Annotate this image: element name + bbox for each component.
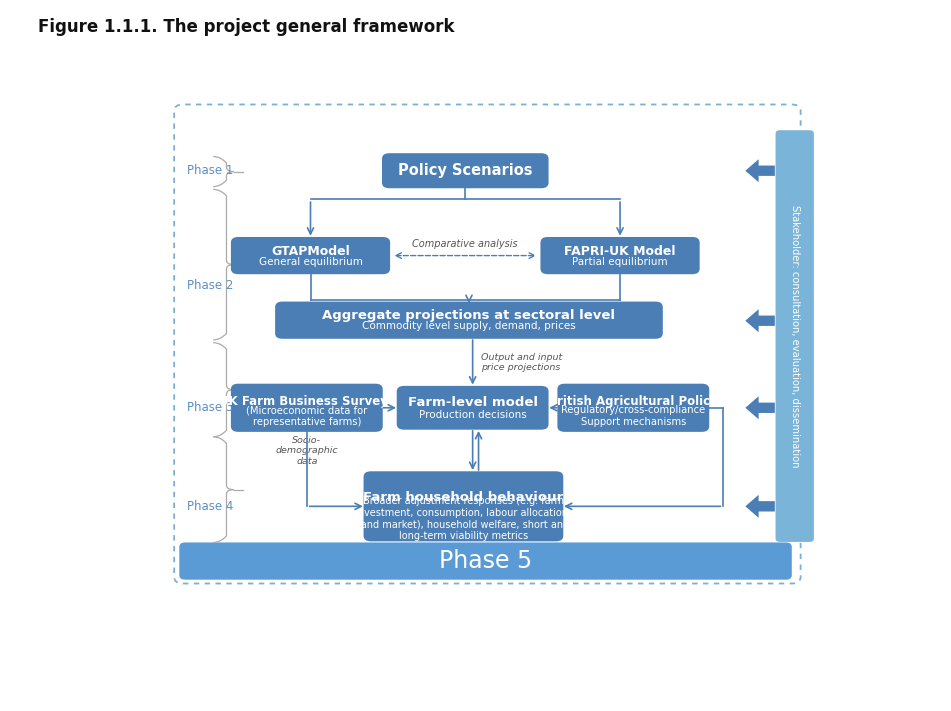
Polygon shape <box>746 396 775 419</box>
FancyBboxPatch shape <box>776 130 814 542</box>
Text: Production decisions: Production decisions <box>418 410 527 420</box>
Text: Socio-
demographic
data: Socio- demographic data <box>276 436 339 466</box>
FancyBboxPatch shape <box>231 384 382 432</box>
FancyBboxPatch shape <box>363 471 563 541</box>
FancyBboxPatch shape <box>382 153 549 188</box>
Text: Partial equilibrium: Partial equilibrium <box>573 257 668 267</box>
Text: Figure 1.1.1. The project general framework: Figure 1.1.1. The project general framew… <box>38 18 455 36</box>
FancyBboxPatch shape <box>275 301 663 339</box>
FancyBboxPatch shape <box>180 542 792 579</box>
Polygon shape <box>746 159 775 182</box>
Polygon shape <box>746 309 775 332</box>
Text: Phase 2: Phase 2 <box>186 279 233 292</box>
Text: British Agricultural Policy: British Agricultural Policy <box>549 395 718 408</box>
Text: (Microeconomic data for
representative farms): (Microeconomic data for representative f… <box>246 405 367 427</box>
Text: Farm household behaviour: Farm household behaviour <box>363 491 564 504</box>
FancyBboxPatch shape <box>231 237 390 274</box>
Text: Output and input
price projections: Output and input price projections <box>481 353 563 372</box>
Text: Comparative analysis: Comparative analysis <box>413 239 518 249</box>
Text: Regulatory/cross-compliance
Support mechanisms: Regulatory/cross-compliance Support mech… <box>561 405 706 427</box>
FancyBboxPatch shape <box>397 386 549 429</box>
Text: Aggregate projections at sectoral level: Aggregate projections at sectoral level <box>322 309 615 322</box>
Text: GTAPModel: GTAPModel <box>271 245 350 257</box>
Text: Commodity level supply, demand, prices: Commodity level supply, demand, prices <box>362 321 576 331</box>
Text: Phase 1: Phase 1 <box>186 164 233 177</box>
Text: UK Farm Business Surveys: UK Farm Business Surveys <box>219 395 395 408</box>
Text: Broader adjustment responses (e.g. farm
investment, consumption, labour allocati: Broader adjustment responses (e.g. farm … <box>356 496 572 541</box>
Text: Policy Scenarios: Policy Scenarios <box>398 164 533 178</box>
Text: Farm-level model: Farm-level model <box>408 396 537 409</box>
FancyBboxPatch shape <box>540 237 700 274</box>
Text: Stakeholder: consultation, evaluation, dissemination: Stakeholder: consultation, evaluation, d… <box>789 205 800 467</box>
Text: Phase 3: Phase 3 <box>186 401 233 415</box>
Polygon shape <box>746 495 775 518</box>
FancyBboxPatch shape <box>557 384 709 432</box>
Text: Phase 4: Phase 4 <box>186 500 233 513</box>
Text: FAPRI-UK Model: FAPRI-UK Model <box>564 245 676 257</box>
Text: General equilibrium: General equilibrium <box>259 257 362 267</box>
Text: Phase 5: Phase 5 <box>439 549 533 573</box>
